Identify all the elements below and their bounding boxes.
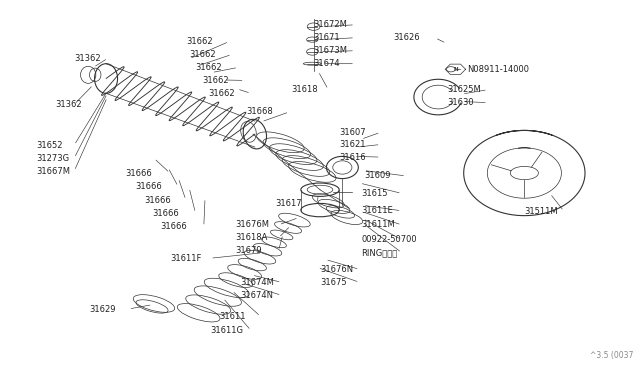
Text: 31652: 31652 [36,141,62,150]
Text: 31679: 31679 [236,246,262,255]
Text: 31676M: 31676M [236,221,269,230]
Text: 31674N: 31674N [240,291,273,300]
Text: 00922-50700: 00922-50700 [362,235,417,244]
Text: 31662: 31662 [195,63,222,72]
Text: 31662: 31662 [208,89,235,98]
Text: 31616: 31616 [339,153,366,161]
Text: 31666: 31666 [153,209,179,218]
Text: 31666: 31666 [125,169,152,177]
Text: 31617: 31617 [275,199,302,208]
Text: 31611G: 31611G [210,326,243,335]
Text: 31618A: 31618A [236,233,268,243]
Text: 31362: 31362 [74,54,100,62]
Text: 31618: 31618 [291,85,318,94]
Text: 31676N: 31676N [320,265,353,274]
Text: 31672M: 31672M [314,20,348,29]
Text: 31674: 31674 [314,59,340,68]
Text: 31674M: 31674M [240,278,274,287]
Text: 31611: 31611 [219,312,246,321]
Text: 31666: 31666 [145,196,171,205]
Text: 31611F: 31611F [170,254,202,263]
Text: 31607: 31607 [339,128,366,137]
Text: 31667M: 31667M [36,167,70,176]
Text: RINGリング: RINGリング [362,248,397,257]
Text: 31625M: 31625M [448,85,481,94]
Text: 31662: 31662 [189,50,216,59]
Text: 31668: 31668 [246,108,273,116]
Text: 31662: 31662 [202,76,228,85]
Text: 31626: 31626 [394,33,420,42]
Text: 31621: 31621 [339,140,365,149]
Text: N08911-14000: N08911-14000 [467,65,529,74]
Text: 31662: 31662 [186,37,212,46]
Text: 31671: 31671 [314,33,340,42]
Text: 31511M: 31511M [524,207,558,216]
Text: 31630: 31630 [448,98,474,107]
Text: 31666: 31666 [135,182,161,191]
Text: 31273G: 31273G [36,154,69,163]
Text: 31615: 31615 [362,189,388,198]
Text: 31666: 31666 [161,222,187,231]
Text: 31611E: 31611E [362,206,393,215]
Text: 31609: 31609 [365,171,391,180]
Text: 31611M: 31611M [362,221,396,230]
Text: ^3.5 (0037: ^3.5 (0037 [589,351,633,360]
Text: 31673M: 31673M [314,46,348,55]
Text: 31675: 31675 [320,278,347,287]
Text: 31629: 31629 [89,305,115,314]
Text: N: N [453,67,458,72]
Text: 31362: 31362 [55,100,82,109]
